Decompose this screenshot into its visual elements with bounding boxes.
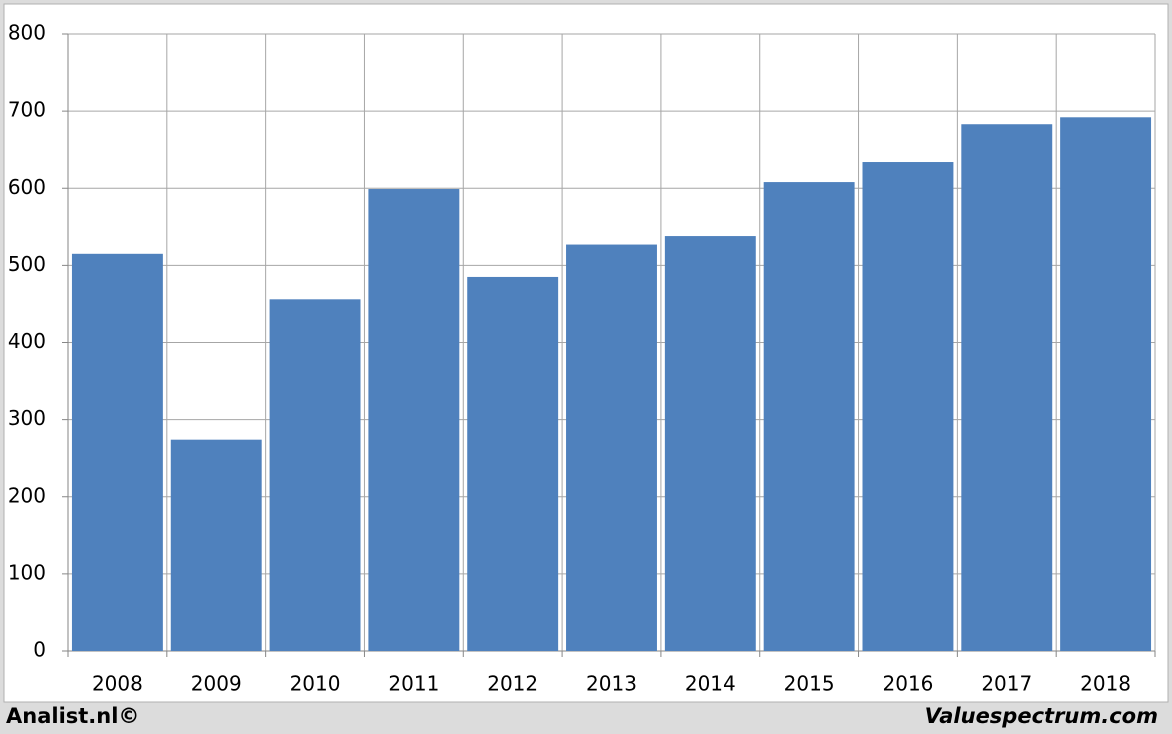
x-tick-label: 2014	[685, 672, 736, 696]
x-tick-label: 2016	[883, 672, 934, 696]
x-tick-label: 2010	[290, 672, 341, 696]
x-tick-label: 2013	[586, 672, 637, 696]
bar	[170, 439, 262, 651]
x-tick-label: 2018	[1080, 672, 1131, 696]
bar	[862, 162, 954, 651]
footer-left: Analist.nl©	[6, 704, 139, 728]
bar	[1060, 117, 1152, 652]
bar	[664, 236, 756, 651]
x-tick-label: 2008	[92, 672, 143, 696]
bar	[71, 253, 163, 651]
x-tick-label: 2011	[388, 672, 439, 696]
footer-right: Valuespectrum.com	[925, 704, 1158, 728]
y-tick-label: 200	[8, 483, 46, 507]
bar	[961, 124, 1053, 651]
x-tick-label: 2017	[981, 672, 1032, 696]
y-tick-label: 100	[8, 560, 46, 584]
bar	[368, 189, 460, 652]
y-tick-label: 300	[8, 406, 46, 430]
bar	[566, 244, 657, 651]
bar	[269, 299, 361, 651]
bar	[467, 276, 559, 651]
bar	[763, 182, 855, 651]
y-tick-label: 600	[8, 175, 46, 199]
y-tick-label: 500	[8, 252, 46, 276]
x-tick-label: 2015	[784, 672, 835, 696]
x-tick-label: 2009	[191, 672, 242, 696]
y-tick-label: 0	[33, 638, 46, 662]
y-tick-label: 700	[8, 98, 46, 122]
y-tick-label: 800	[8, 21, 46, 45]
y-tick-label: 400	[8, 329, 46, 353]
x-tick-label: 2012	[487, 672, 538, 696]
